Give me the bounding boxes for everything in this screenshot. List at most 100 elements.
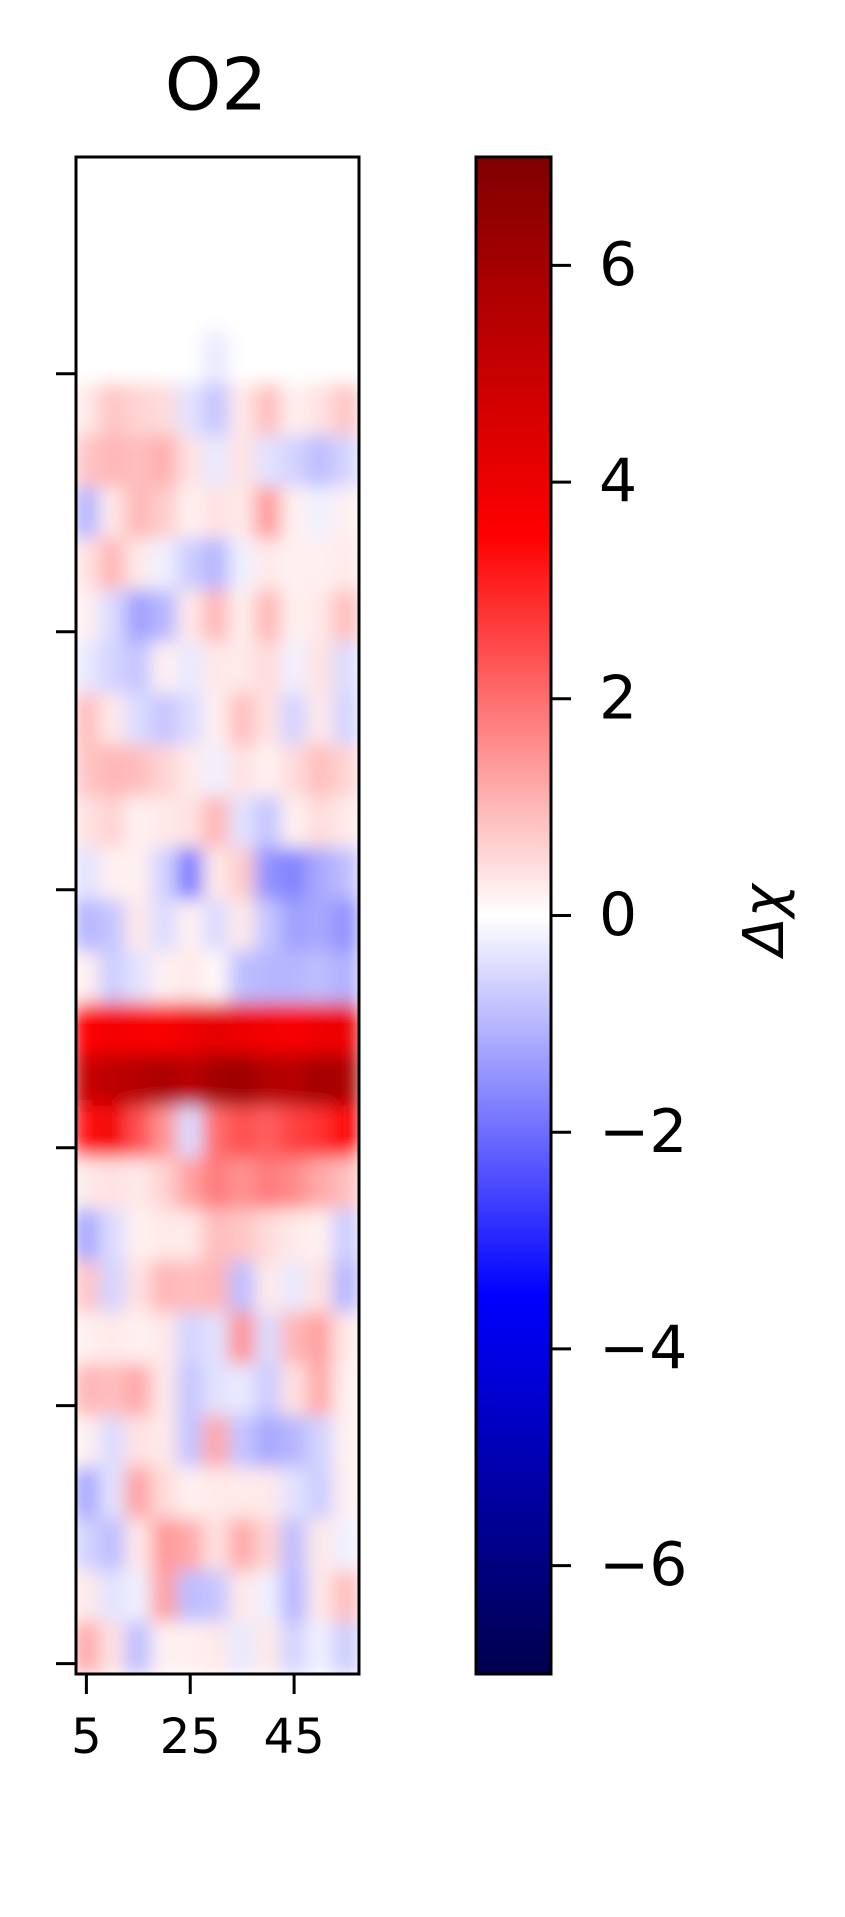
heatmap-cell <box>280 1467 308 1520</box>
heatmap-cell <box>280 177 308 230</box>
heatmap-cell <box>254 641 282 695</box>
heatmap-cell <box>254 693 282 746</box>
heatmap-cell <box>306 1054 334 1107</box>
heatmap-cell <box>76 1570 100 1623</box>
heatmap-cell <box>254 177 282 230</box>
heatmap-cell <box>150 486 178 540</box>
heatmap-cell <box>150 1002 178 1056</box>
heatmap-cell <box>280 1054 308 1107</box>
heatmap-cell <box>76 1312 100 1365</box>
heatmap-cell <box>228 1054 256 1107</box>
heatmap-cell <box>176 486 204 540</box>
heatmap-cell <box>150 331 178 385</box>
heatmap-cell <box>150 177 178 230</box>
heatmap-cell <box>254 1570 282 1623</box>
heatmap-cell <box>202 1570 230 1623</box>
heatmap-cell <box>306 641 334 695</box>
heatmap-cell <box>176 744 204 798</box>
heatmap-cell <box>76 331 100 385</box>
heatmap-cell <box>124 899 152 953</box>
heatmap-cell <box>76 1621 100 1674</box>
heatmap-cell <box>228 383 256 437</box>
heatmap-cell <box>124 435 152 488</box>
heatmap-cell <box>76 1518 100 1572</box>
heatmap-cell <box>98 177 126 230</box>
heatmap-cell <box>98 847 126 901</box>
heatmap-cell <box>306 1621 334 1674</box>
heatmap-cell <box>228 1570 256 1623</box>
heatmap-cell <box>150 1467 178 1520</box>
heatmap-cell <box>254 1518 282 1572</box>
heatmap-cell <box>176 435 204 488</box>
heatmap-cell <box>76 1363 100 1417</box>
heatmap-cell <box>124 744 152 798</box>
colorbar-tick-label: 4 <box>599 447 637 517</box>
heatmap-cell <box>280 383 308 437</box>
colorbar-tick-label: −2 <box>599 1097 687 1167</box>
heatmap-cell <box>176 1467 204 1520</box>
heatmap-cell <box>280 589 308 643</box>
heatmap-cell <box>228 1518 256 1572</box>
heatmap-cell <box>332 1621 359 1674</box>
heatmap-cell <box>202 589 230 643</box>
heatmap-cell <box>306 1363 334 1417</box>
heatmap-cell <box>280 693 308 746</box>
heatmap-cell <box>202 383 230 437</box>
heatmap-cell <box>76 435 100 488</box>
heatmap-cell <box>150 1363 178 1417</box>
heatmap-cell <box>124 1157 152 1211</box>
heatmap-cell <box>150 1105 178 1159</box>
heatmap-cell <box>98 1209 126 1262</box>
heatmap-cell <box>306 1002 334 1056</box>
heatmap-cell <box>76 1260 100 1314</box>
heatmap-cell <box>202 331 230 385</box>
heatmap-cell <box>228 1157 256 1211</box>
heatmap-cell <box>150 538 178 591</box>
heatmap-cell <box>124 1467 152 1520</box>
heatmap-cell <box>280 1363 308 1417</box>
heatmap-cell <box>202 1415 230 1469</box>
heatmap-cell <box>306 331 334 385</box>
heatmap-cell <box>76 280 100 333</box>
heatmap-cell <box>124 486 152 540</box>
heatmap-cell <box>332 1570 359 1623</box>
heatmap-cell <box>332 1467 359 1520</box>
heatmap-cell <box>254 435 282 488</box>
heatmap-cell <box>306 744 334 798</box>
x-tick-label: 25 <box>160 1709 221 1765</box>
heatmap-cell <box>280 1002 308 1056</box>
heatmap-cell <box>176 228 204 282</box>
heatmap-cell <box>280 899 308 953</box>
heatmap-cell <box>228 538 256 591</box>
heatmap-cell <box>76 1467 100 1520</box>
heatmap-cell <box>254 589 282 643</box>
heatmap-cell <box>76 228 100 282</box>
heatmap-cell <box>176 331 204 385</box>
heatmap-cell <box>176 951 204 1004</box>
heatmap-cell <box>280 1105 308 1159</box>
heatmap-cell <box>332 796 359 849</box>
heatmap-cell <box>254 1363 282 1417</box>
heatmap-cell <box>124 641 152 695</box>
heatmap-cell <box>76 486 100 540</box>
heatmap-cell <box>98 1467 126 1520</box>
heatmap-cell <box>150 1260 178 1314</box>
heatmap-cell <box>202 486 230 540</box>
heatmap-cell <box>150 641 178 695</box>
heatmap-cell <box>228 951 256 1004</box>
heatmap-cell <box>124 847 152 901</box>
heatmap-cell <box>280 641 308 695</box>
heatmap-cell <box>254 1621 282 1674</box>
heatmap-cell <box>332 744 359 798</box>
heatmap-cell <box>176 1570 204 1623</box>
heatmap-cell <box>306 383 334 437</box>
heatmap-cell <box>202 1209 230 1262</box>
heatmap-cell <box>306 1312 334 1365</box>
heatmap-cell <box>332 1105 359 1159</box>
heatmap-cell <box>228 331 256 385</box>
heatmap-cell <box>280 1415 308 1469</box>
heatmap-cell <box>254 1209 282 1262</box>
colorbar-label: Δχ <box>732 882 797 959</box>
heatmap-cell <box>202 847 230 901</box>
heatmap-cell <box>98 1621 126 1674</box>
